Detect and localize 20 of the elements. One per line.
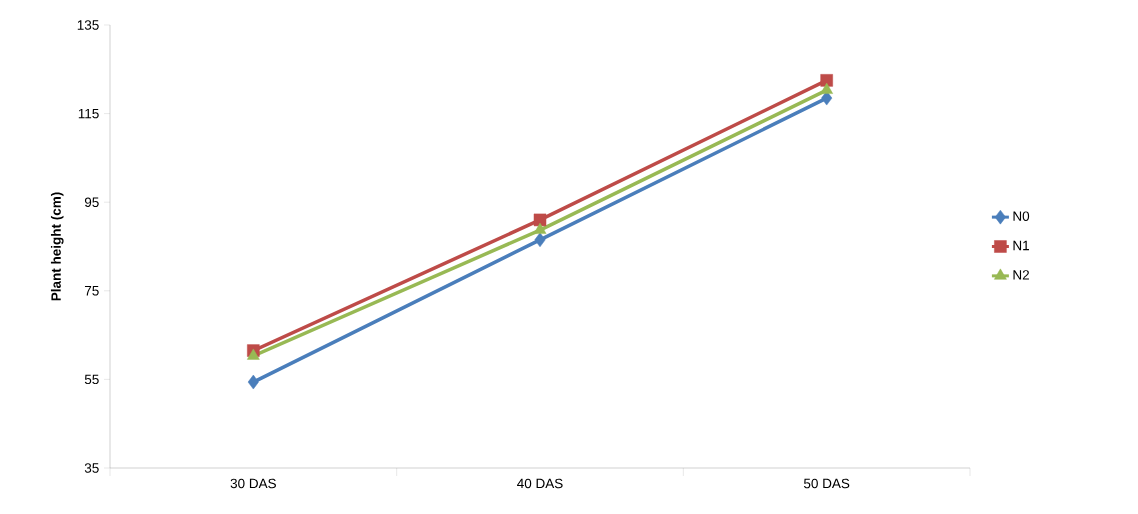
y-tick-label: 135 [77, 20, 99, 30]
legend-label: N0 [1013, 211, 1030, 221]
y-tick-label: 55 [84, 374, 99, 385]
point [247, 348, 260, 360]
legend-label: N2 [1013, 270, 1029, 280]
y-axis-title: Plant height (cm) [50, 192, 64, 301]
point [820, 74, 833, 87]
point [247, 374, 259, 390]
y-tick-label: 95 [84, 197, 99, 207]
y-tick-label: 35 [84, 463, 99, 473]
x-tick-label: 50 DAS [803, 478, 850, 489]
point [534, 232, 546, 248]
y-tick-label: 75 [84, 286, 99, 296]
point [533, 213, 547, 227]
x-tick-label: 30 DAS [230, 478, 276, 489]
x-tick-label: 40 DAS [517, 478, 563, 489]
point [533, 222, 547, 234]
legend-label: N1 [1013, 240, 1029, 251]
point [820, 82, 833, 94]
y-tick-label: 115 [78, 108, 99, 119]
